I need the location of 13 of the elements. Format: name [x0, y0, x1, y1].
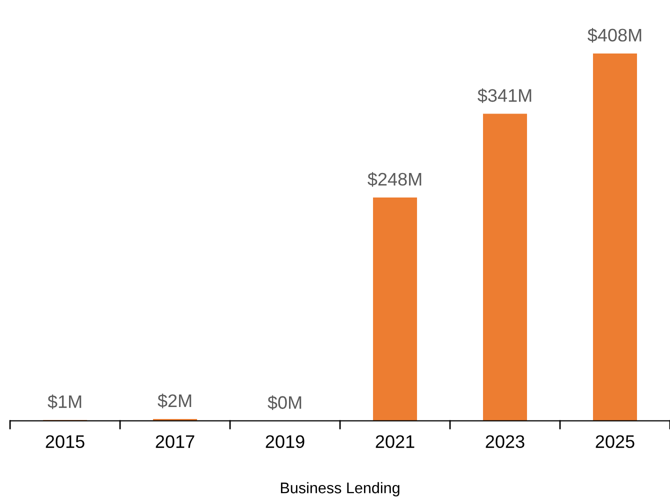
- x-axis-title: Business Lending: [280, 482, 400, 496]
- data-label: $0M: [268, 395, 302, 410]
- data-label: $248M: [368, 172, 422, 187]
- x-tick-label: 2017: [156, 435, 194, 448]
- data-label: $1M: [48, 394, 82, 410]
- x-tick-label: 2021: [376, 435, 414, 448]
- data-label: $2M: [158, 394, 192, 408]
- x-tick-label: 2023: [486, 435, 524, 448]
- x-tick-label: 2019: [266, 435, 304, 448]
- x-tick-label: 2015: [46, 435, 84, 448]
- data-label: $408M: [588, 28, 642, 43]
- x-tick-label: 2025: [596, 435, 634, 448]
- data-label: $341M: [478, 88, 532, 103]
